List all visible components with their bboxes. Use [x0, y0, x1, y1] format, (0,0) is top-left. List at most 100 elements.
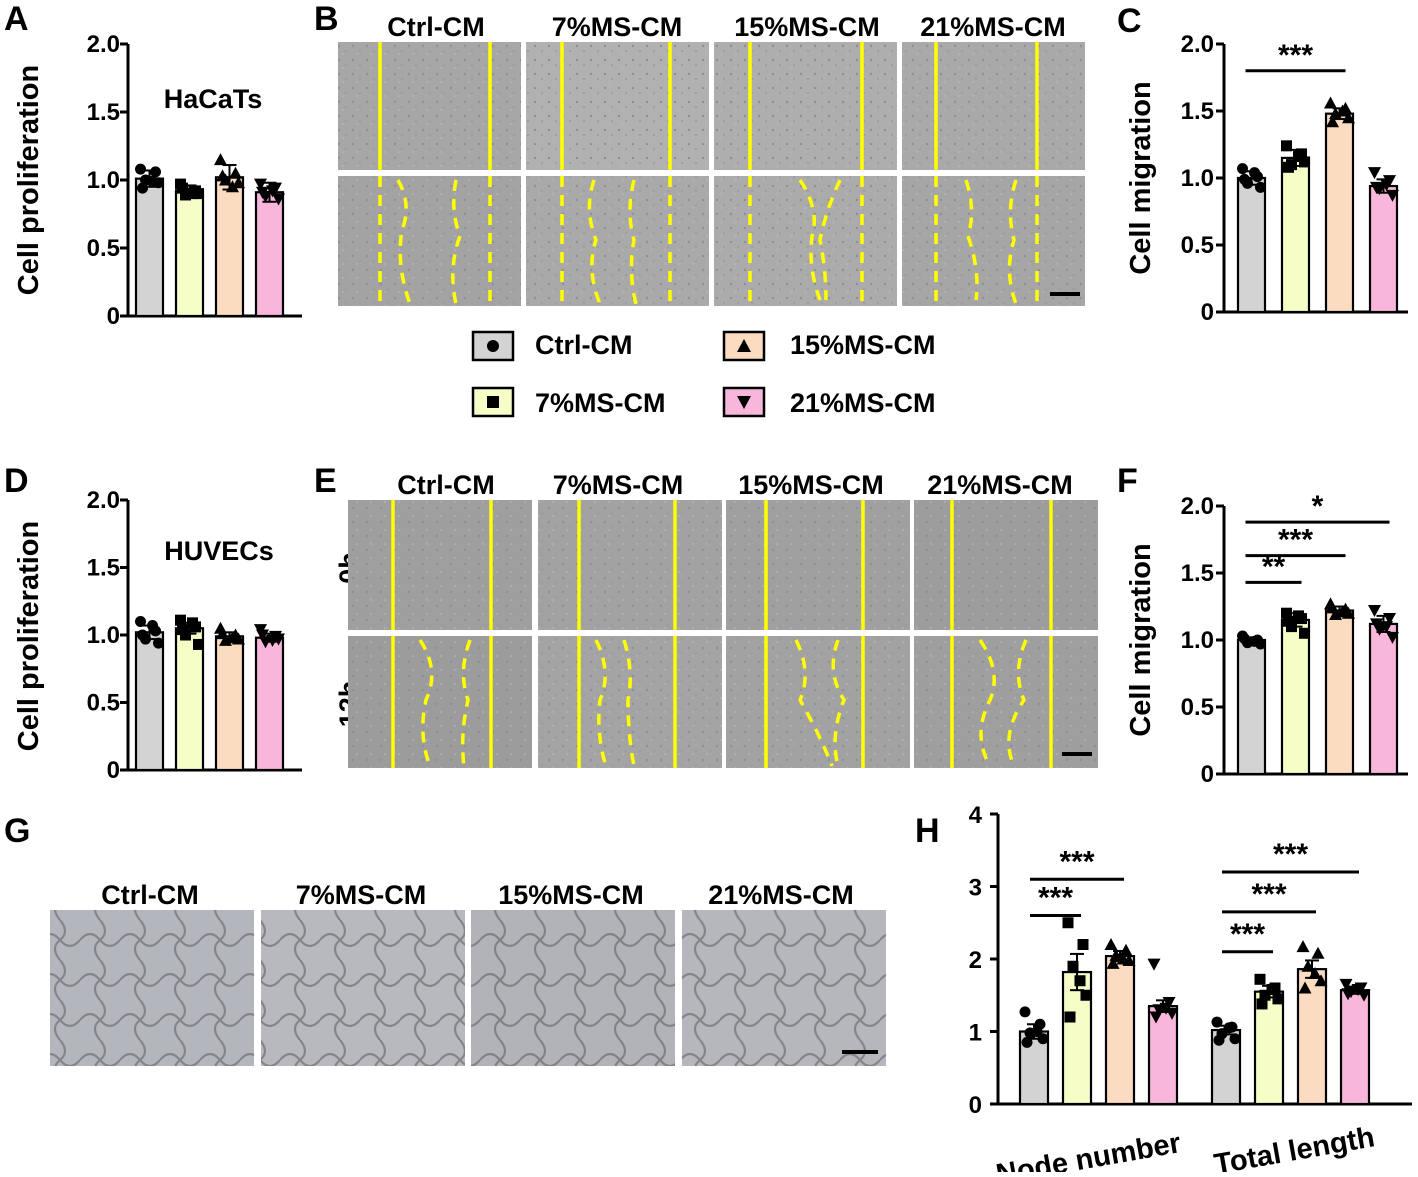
- data-point: [272, 193, 285, 206]
- panel-b-col-21: 21%MS-CM: [920, 12, 1066, 42]
- data-point: [175, 614, 186, 626]
- significance-label: ***: [1278, 39, 1313, 72]
- panel-e-col-ctrl: Ctrl-CM: [397, 470, 494, 500]
- y-tick-label: 1.0: [1181, 165, 1214, 192]
- b-scale-bar: [1050, 292, 1080, 296]
- bar-15%MS-CM: [1324, 609, 1355, 776]
- y-axis-label: Cell proliferation: [13, 521, 45, 751]
- data-point: [187, 188, 198, 200]
- data-point: [1119, 943, 1133, 956]
- data-point: [1237, 163, 1248, 175]
- y-tick-label: 1.5: [87, 99, 120, 126]
- y-tick-label: 0: [1201, 299, 1214, 326]
- data-point: [1368, 605, 1381, 618]
- data-point: [1299, 156, 1310, 168]
- data-point: [1283, 615, 1294, 627]
- panel-b-micrographs: Ctrl-CM 7%MS-CM 15%MS-CM 21%MS-CM 0h 12h: [334, 12, 1085, 306]
- y-tick-label: 0: [107, 303, 120, 330]
- panel-label-a: A: [4, 0, 29, 38]
- y-tick-label: 0.5: [87, 690, 120, 717]
- data-point: [150, 166, 161, 178]
- y-tick-label: 0.5: [1181, 694, 1214, 721]
- y-tick-label: 4: [969, 802, 983, 829]
- y-tick-label: 1.0: [1181, 627, 1214, 654]
- y-tick-label: 0: [1201, 761, 1214, 788]
- y-tick-label: 1.5: [1181, 560, 1214, 587]
- data-point: [1249, 635, 1260, 647]
- data-point: [1296, 940, 1310, 953]
- y-tick-label: 1.5: [87, 555, 120, 582]
- bar-7%MS-CM: [1280, 618, 1311, 776]
- chart-d: 0 0.5 1.0 1.5 2.0 Cell proliferation HUVECs: [13, 487, 302, 784]
- data-point: [1149, 1011, 1163, 1024]
- panel-b-col-ctrl: Ctrl-CM: [387, 12, 484, 42]
- y-tick-label: 1.0: [87, 622, 120, 649]
- bar-Ctrl-CM: [1236, 638, 1267, 776]
- data-point: [1299, 627, 1310, 639]
- chart-h: 0 1 2 3 4 Node number Total length *** *** *** ***…: [969, 802, 1412, 1177]
- data-point: [1074, 975, 1086, 987]
- legend-label-ctrl: Ctrl-CM: [535, 330, 632, 360]
- data-point: [1254, 973, 1266, 985]
- data-point: [1067, 960, 1079, 972]
- data-point: [1255, 181, 1266, 193]
- data-point: [1213, 1034, 1225, 1046]
- group-label: Total length: [1212, 1121, 1377, 1172]
- panel-label-e: E: [314, 462, 337, 500]
- panel-g-micrographs: Ctrl-CM 7%MS-CM 15%MS-CM 21%MS-CM: [50, 880, 886, 1066]
- bar-Ctrl-CM: [1236, 176, 1267, 314]
- bar-15%MS-CM: [1324, 112, 1355, 314]
- data-point: [1229, 1033, 1241, 1045]
- data-point: [214, 153, 227, 166]
- legend-label-21: 21%MS-CM: [790, 388, 936, 418]
- data-point: [1021, 1036, 1033, 1048]
- data-point: [1370, 181, 1383, 194]
- panel-g-col-21: 21%MS-CM: [708, 880, 854, 910]
- data-point: [147, 175, 158, 187]
- data-point: [1341, 988, 1355, 1001]
- significance-label: ***: [1278, 524, 1313, 557]
- y-tick-label: 0: [107, 757, 120, 784]
- data-point: [1380, 179, 1393, 192]
- data-point: [1159, 1002, 1173, 1015]
- data-point: [193, 188, 204, 200]
- data-point: [1256, 998, 1268, 1010]
- data-point: [1283, 161, 1294, 173]
- panel-g-col-7: 7%MS-CM: [296, 880, 427, 910]
- e-scale-bar: [1062, 752, 1092, 756]
- y-axis-label: Cell migration: [1125, 543, 1157, 736]
- panel-b-col-15: 15%MS-CM: [734, 12, 880, 42]
- data-point: [232, 176, 245, 189]
- data-point: [177, 182, 188, 194]
- data-point: [1037, 1033, 1049, 1045]
- data-point: [226, 631, 239, 644]
- data-point: [153, 637, 164, 649]
- b-wound-edges-12h: [378, 176, 1039, 306]
- data-point: [229, 166, 242, 179]
- data-point: [135, 163, 146, 175]
- data-point: [1301, 959, 1315, 972]
- data-point: [1342, 111, 1355, 124]
- data-point: [1147, 958, 1161, 971]
- data-point: [1357, 989, 1371, 1002]
- panel-label-d: D: [4, 462, 29, 500]
- bar-Ctrl-CM: [134, 177, 165, 318]
- panel-g-col-15: 15%MS-CM: [498, 880, 644, 910]
- bar-Ctrl-CM: [1018, 1030, 1050, 1106]
- y-tick-label: 2.0: [87, 487, 120, 514]
- data-point: [266, 634, 279, 647]
- data-point: [1308, 967, 1322, 979]
- significance-label: ***: [1038, 882, 1073, 915]
- data-point: [177, 624, 188, 636]
- data-point: [256, 629, 269, 642]
- bar-21%MS-CM: [1147, 1005, 1179, 1106]
- chart-title: HaCaTs: [164, 84, 263, 114]
- panel-label-g: G: [4, 812, 30, 850]
- data-point: [1324, 96, 1337, 109]
- data-point: [1019, 1006, 1031, 1018]
- data-point: [1104, 938, 1118, 950]
- data-point: [1368, 167, 1381, 180]
- data-point: [1383, 613, 1396, 626]
- bar-15%MS-CM: [214, 176, 245, 318]
